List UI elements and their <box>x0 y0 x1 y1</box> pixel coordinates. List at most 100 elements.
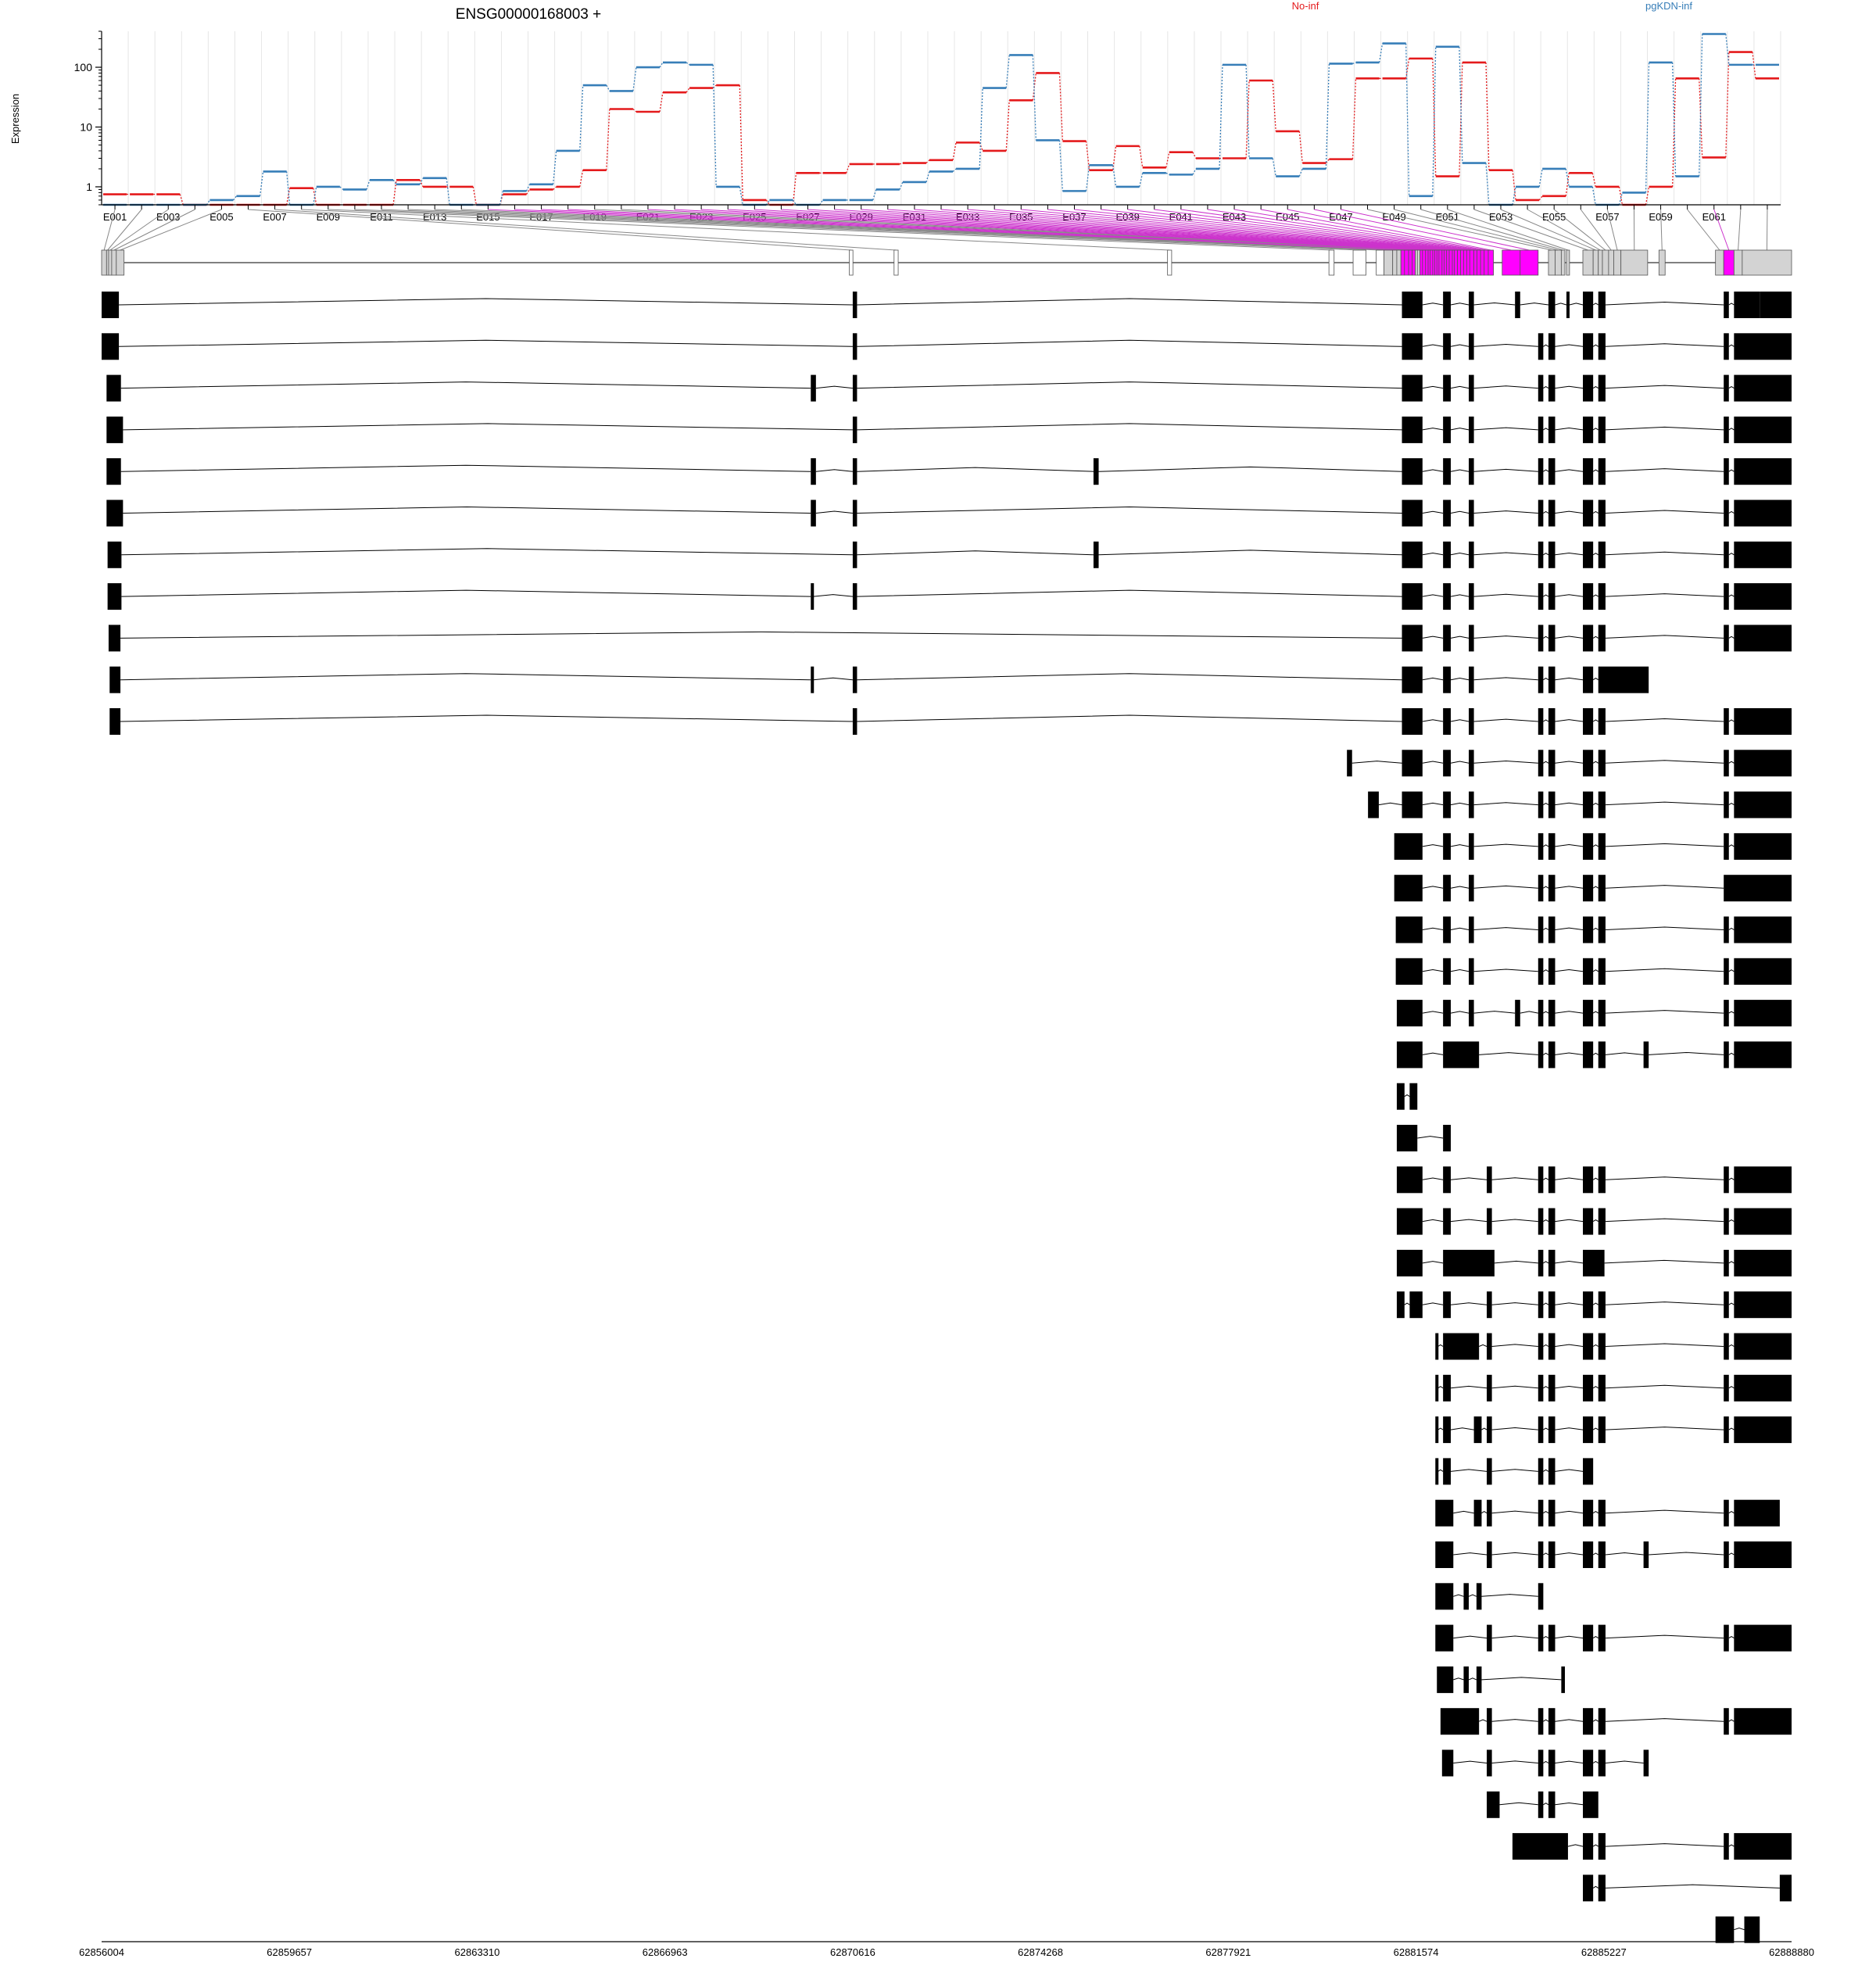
transcript-row <box>1396 1249 1792 1276</box>
intron-line <box>1491 1219 1538 1223</box>
exon-block <box>1548 1291 1556 1319</box>
coord-tick-label: 62874268 <box>1018 1946 1063 1958</box>
exon-block <box>1402 374 1423 402</box>
exon-map-line <box>103 209 116 251</box>
exon-block <box>102 333 120 360</box>
exon-block <box>1548 832 1556 860</box>
exon-block <box>1724 1249 1729 1276</box>
intron-line <box>1543 428 1549 431</box>
intron-line <box>1450 844 1470 847</box>
exon-block <box>1469 416 1474 443</box>
step-connector <box>899 162 904 165</box>
step-connector <box>1352 78 1357 159</box>
exon-block <box>1538 583 1544 610</box>
intron-line <box>1499 1802 1538 1806</box>
intron-line <box>1543 1344 1549 1347</box>
exon-block <box>1598 1000 1606 1027</box>
gene-exon-bin <box>1376 249 1384 276</box>
exon-map-line <box>1580 209 1612 251</box>
step-connector <box>1405 43 1410 196</box>
exon-block <box>1538 1041 1544 1069</box>
intron-line <box>119 339 853 347</box>
exon-block <box>1548 1624 1556 1652</box>
exon-block <box>1443 1333 1480 1360</box>
intron-line <box>1453 1552 1488 1556</box>
transcript-row <box>106 416 1792 443</box>
exon-block <box>1598 666 1649 693</box>
step-connector <box>1272 80 1276 131</box>
step-connector <box>1298 168 1303 177</box>
intron-line <box>1543 1635 1549 1639</box>
exon-block <box>1583 1874 1594 1902</box>
exon-block <box>1598 750 1606 777</box>
exon-block <box>1724 625 1729 652</box>
intron-line <box>813 677 853 681</box>
intron-line <box>1555 1635 1584 1639</box>
gene-exon-bin <box>1548 249 1556 276</box>
exon-block <box>1734 1833 1792 1860</box>
gene-exon-bin <box>1520 249 1539 276</box>
intron-line <box>1592 1302 1599 1305</box>
exon-block <box>1779 1874 1792 1902</box>
exon-block <box>1583 1458 1594 1485</box>
intron-line <box>1555 1261 1584 1264</box>
exon-map-line <box>248 209 851 251</box>
intron-line <box>1422 594 1444 597</box>
exon-block <box>1435 1333 1439 1360</box>
exon-block <box>1548 292 1556 318</box>
exon-block <box>1538 791 1544 818</box>
exon-label: E045 <box>1276 211 1299 223</box>
intron-line <box>1422 1177 1444 1180</box>
intron-line <box>1605 343 1724 347</box>
exon-map-line <box>381 209 1380 251</box>
gene-exon-bin <box>1446 249 1450 276</box>
exon-block <box>106 416 124 443</box>
intron-line <box>1450 719 1470 722</box>
intron-line <box>857 381 1402 389</box>
intron-line <box>857 339 1402 347</box>
exon-block <box>1583 1833 1594 1860</box>
intron-line <box>1555 719 1584 722</box>
intron-line <box>1605 1552 1644 1556</box>
exon-map-line <box>1074 209 1462 251</box>
gene-exon-bin <box>1602 249 1609 276</box>
exon-block <box>1734 1249 1792 1276</box>
exon-block <box>1538 1208 1544 1235</box>
exon-block <box>1734 958 1792 985</box>
intron-line <box>1555 1344 1584 1347</box>
exon-block <box>1443 499 1451 527</box>
intron-line <box>121 548 853 556</box>
gene-exon-bin <box>1484 249 1489 276</box>
exon-block <box>1583 625 1594 652</box>
intron-line <box>1481 1427 1488 1430</box>
exon-block <box>1443 625 1451 652</box>
exon-block <box>1724 875 1792 902</box>
exon-block <box>1538 374 1544 402</box>
exon-block <box>1396 1291 1405 1319</box>
intron-line <box>1543 1427 1549 1430</box>
transcript-row <box>1396 1291 1792 1319</box>
intron-line <box>1605 1343 1724 1347</box>
exon-map-line <box>1367 209 1552 251</box>
intron-line <box>1555 1427 1584 1430</box>
intron-line <box>1491 1635 1538 1639</box>
exon-block <box>1538 1291 1544 1319</box>
exon-block <box>1643 1749 1649 1777</box>
intron-line <box>1543 1011 1549 1014</box>
transcript-row <box>1435 1583 1544 1610</box>
exon-block <box>1538 1166 1544 1194</box>
exon-block <box>1515 1000 1520 1027</box>
exon-map-line <box>107 209 142 251</box>
intron-line <box>1543 1177 1549 1180</box>
exon-block <box>1469 791 1474 818</box>
intron-line <box>1734 1928 1745 1931</box>
step-connector <box>259 171 264 196</box>
intron-line <box>1555 1385 1584 1389</box>
exon-block <box>811 499 816 527</box>
intron-line <box>1605 1218 1724 1223</box>
intron-line <box>1728 1177 1735 1180</box>
exon-block <box>1583 1499 1594 1527</box>
exon-block <box>1443 1458 1451 1485</box>
exon-block <box>1443 292 1451 318</box>
step-connector <box>1591 173 1596 188</box>
